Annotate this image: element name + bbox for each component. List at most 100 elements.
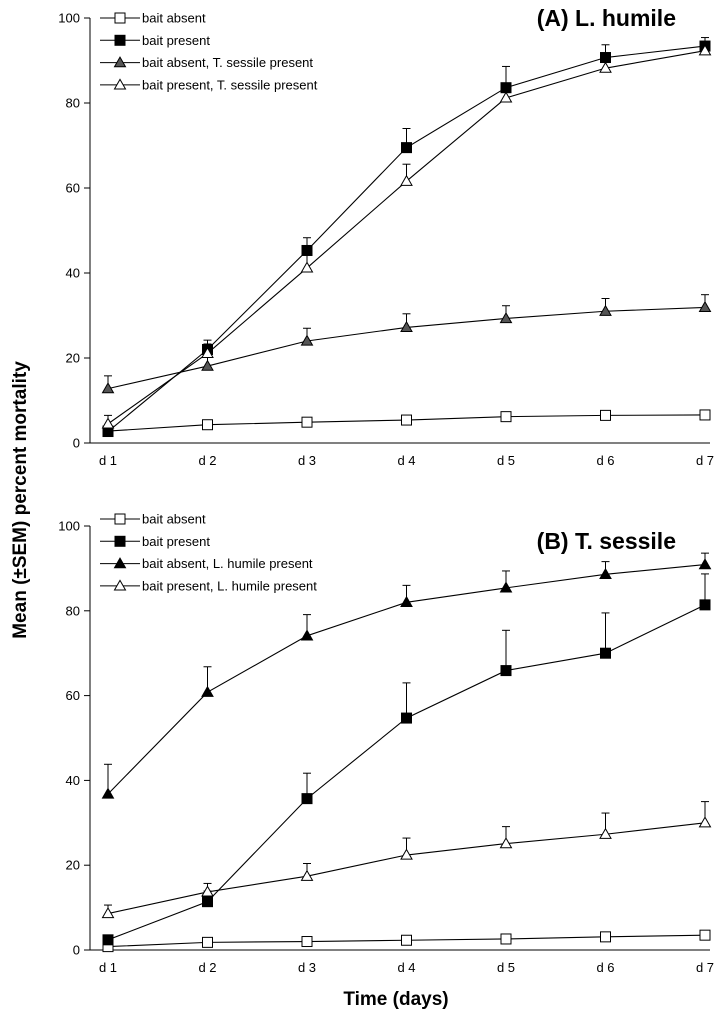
data-point	[698, 44, 712, 56]
data-point	[101, 417, 115, 429]
data-point	[101, 382, 115, 394]
data-point	[201, 359, 214, 371]
data-point	[201, 685, 214, 697]
series-0	[102, 929, 711, 953]
data-point	[202, 419, 213, 431]
data-point	[201, 885, 214, 897]
x-tick-label: d 6	[596, 960, 614, 975]
data-point	[201, 346, 214, 358]
data-point	[202, 896, 213, 908]
x-tick-label: d 2	[198, 960, 216, 975]
panel-a: 0 20 40 60 80 100 d 1 d 2 d 3 d 4 d 5 d 6 d 7 (A) L. …	[58, 5, 714, 468]
data-point	[599, 304, 612, 316]
data-point	[599, 61, 612, 73]
y-tick-label: 0	[73, 436, 80, 451]
data-point	[301, 936, 313, 948]
data-point	[101, 907, 115, 919]
y-tick-label: 100	[58, 11, 80, 26]
data-point	[600, 931, 611, 943]
data-point	[499, 91, 513, 103]
y-tick-label: 60	[66, 181, 80, 196]
legend-marker	[114, 34, 126, 46]
legend-marker	[113, 557, 127, 569]
data-point	[698, 816, 712, 828]
data-point	[401, 414, 412, 426]
legend-label: bait present	[142, 33, 210, 48]
x-tick-label: d 5	[497, 960, 515, 975]
y-tick-label: 0	[73, 943, 80, 958]
data-point	[699, 929, 711, 941]
data-point	[500, 665, 512, 677]
y-tick-label: 80	[66, 96, 80, 111]
data-point	[499, 311, 513, 324]
data-point	[400, 595, 413, 607]
data-point	[500, 933, 512, 945]
x-tick-label: d 4	[397, 453, 415, 468]
panel-b: 0 20 40 60 80 100 d 1 d 2 d 3 d 4 d 5 d 6 d 7 (B) T. …	[58, 512, 714, 976]
y-tick-label: 20	[66, 351, 80, 366]
panel-title: (B) T. sessile	[537, 528, 676, 554]
data-point	[500, 411, 512, 423]
data-point	[400, 320, 413, 333]
x-tick-label: d 4	[397, 960, 415, 975]
series-1	[102, 37, 711, 438]
series-line	[107, 604, 706, 941]
legend: bait absent bait present bait absent, T. s…	[100, 11, 318, 92]
legend-marker	[114, 513, 126, 525]
y-axis-title: Mean (±SEM) percent mortality	[10, 361, 31, 639]
legend-label: bait absent	[142, 512, 206, 527]
panel-title: (A) L. humile	[537, 5, 676, 31]
series-1	[102, 573, 711, 946]
x-tick-label: d 5	[497, 453, 515, 468]
legend-label: bait present, T. sessile present	[142, 77, 318, 92]
x-tick-label: d 1	[99, 453, 117, 468]
data-point	[600, 647, 611, 659]
series-0	[102, 409, 711, 437]
data-point	[401, 142, 412, 154]
x-tick-label: d 7	[696, 453, 714, 468]
series-2	[101, 552, 712, 799]
data-point	[301, 416, 313, 428]
y-tick-label: 20	[66, 858, 80, 873]
series-3	[101, 801, 712, 919]
legend-label: bait present, L. humile present	[142, 578, 317, 593]
x-tick-label: d 3	[298, 960, 316, 975]
x-tick-label: d 7	[696, 960, 714, 975]
x-tick-label: d 3	[298, 453, 316, 468]
legend-label: bait absent, L. humile present	[142, 556, 313, 571]
data-point	[300, 334, 314, 346]
x-axis-title: Time (days)	[343, 989, 448, 1010]
data-point	[699, 409, 711, 421]
legend-marker	[113, 56, 127, 68]
data-point	[401, 712, 412, 724]
legend-marker	[114, 12, 126, 24]
data-point	[202, 936, 213, 948]
data-point	[102, 934, 114, 946]
series-line	[107, 45, 706, 432]
series-line	[107, 822, 706, 915]
data-point	[499, 837, 513, 849]
legend: bait absent bait present bait absent, L. h…	[100, 512, 317, 593]
data-point	[600, 409, 611, 421]
series-3	[101, 41, 712, 429]
data-point	[698, 300, 712, 313]
data-point	[300, 869, 314, 881]
data-point	[300, 629, 314, 641]
x-tick-label: d 2	[198, 453, 216, 468]
y-tick-label: 80	[66, 603, 80, 618]
data-point	[599, 827, 612, 839]
x-tick-label: d 6	[596, 453, 614, 468]
data-point	[400, 174, 413, 186]
data-point	[698, 558, 712, 570]
data-point	[499, 581, 513, 593]
y-tick-label: 100	[58, 519, 80, 534]
legend-marker	[113, 78, 127, 90]
y-tick-label: 40	[66, 773, 80, 788]
x-tick-label: d 1	[99, 960, 117, 975]
legend-marker	[113, 579, 127, 591]
data-point	[301, 793, 313, 805]
legend-marker	[114, 535, 126, 547]
data-point	[101, 787, 115, 799]
y-tick-label: 60	[66, 688, 80, 703]
